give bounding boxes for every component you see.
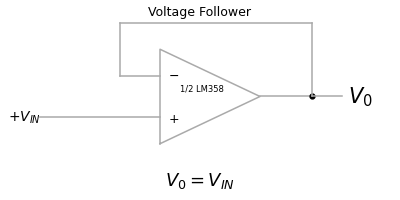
Text: $+V_{IN}$: $+V_{IN}$	[8, 110, 41, 126]
Text: $+$: $+$	[168, 112, 179, 125]
Text: 1/2 LM358: 1/2 LM358	[180, 85, 224, 93]
Text: $V_0$: $V_0$	[348, 85, 373, 109]
Text: $V_0 = V_{IN}$: $V_0 = V_{IN}$	[165, 170, 235, 190]
Text: Voltage Follower: Voltage Follower	[148, 6, 252, 19]
Text: $-$: $-$	[168, 69, 179, 82]
